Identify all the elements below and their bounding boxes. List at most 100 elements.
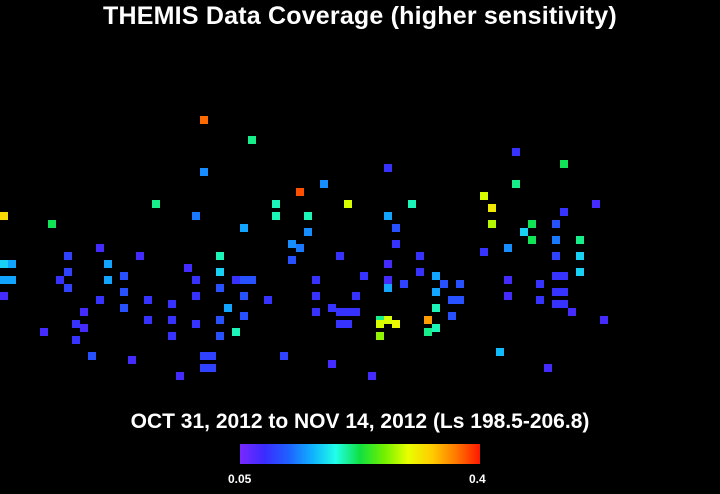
coverage-cell: [208, 364, 216, 372]
coverage-cell: [264, 296, 272, 304]
coverage-cell: [336, 320, 344, 328]
coverage-cell: [400, 280, 408, 288]
coverage-cell: [552, 252, 560, 260]
coverage-cell: [80, 308, 88, 316]
coverage-cell: [216, 332, 224, 340]
coverage-cell: [376, 320, 384, 328]
coverage-cell: [504, 276, 512, 284]
coverage-cell: [392, 224, 400, 232]
coverage-cell: [432, 272, 440, 280]
coverage-cell: [176, 372, 184, 380]
coverage-cell: [0, 212, 8, 220]
coverage-cell: [344, 320, 352, 328]
coverage-cell: [200, 116, 208, 124]
coverage-cell: [360, 272, 368, 280]
coverage-cell: [272, 212, 280, 220]
coverage-cell: [432, 288, 440, 296]
coverage-cell: [240, 276, 248, 284]
coverage-cell: [312, 276, 320, 284]
coverage-cell: [424, 328, 432, 336]
coverage-cell: [456, 296, 464, 304]
coverage-cell: [544, 364, 552, 372]
coverage-cell: [480, 248, 488, 256]
coverage-cell: [488, 220, 496, 228]
coverage-cell: [240, 312, 248, 320]
coverage-cell: [200, 352, 208, 360]
coverage-cell: [72, 320, 80, 328]
coverage-cell: [328, 360, 336, 368]
coverage-cell: [344, 308, 352, 316]
coverage-cell: [168, 316, 176, 324]
coverage-cell: [96, 296, 104, 304]
coverage-cell: [272, 200, 280, 208]
coverage-cell: [560, 272, 568, 280]
coverage-cell: [552, 220, 560, 228]
coverage-cell: [144, 296, 152, 304]
coverage-cell: [0, 260, 8, 268]
coverage-cell: [104, 276, 112, 284]
coverage-cell: [136, 252, 144, 260]
coverage-cell: [168, 300, 176, 308]
coverage-cell: [448, 296, 456, 304]
coverage-cell: [312, 308, 320, 316]
coverage-cell: [504, 244, 512, 252]
coverage-cell: [64, 252, 72, 260]
chart-title: THEMIS Data Coverage (higher sensitivity…: [103, 2, 617, 30]
coverage-cell: [288, 240, 296, 248]
coverage-cell: [312, 292, 320, 300]
coverage-cell: [504, 292, 512, 300]
coverage-cell: [512, 148, 520, 156]
coverage-cell: [280, 352, 288, 360]
coverage-cell: [528, 236, 536, 244]
coverage-cell: [328, 304, 336, 312]
coverage-cell: [392, 240, 400, 248]
coverage-cell: [56, 276, 64, 284]
coverage-cell: [0, 276, 8, 284]
coverage-cell: [336, 308, 344, 316]
coverage-cell: [200, 364, 208, 372]
coverage-cell: [536, 296, 544, 304]
coverage-cell: [144, 316, 152, 324]
coverage-cell: [560, 160, 568, 168]
coverage-cell: [216, 252, 224, 260]
coverage-cell: [536, 280, 544, 288]
coverage-cell: [480, 192, 488, 200]
coverage-cell: [440, 280, 448, 288]
coverage-cell: [560, 300, 568, 308]
coverage-cell: [296, 244, 304, 252]
coverage-cell: [152, 200, 160, 208]
coverage-cell: [128, 356, 136, 364]
coverage-cell: [592, 200, 600, 208]
coverage-cell: [576, 252, 584, 260]
coverage-cell: [120, 304, 128, 312]
coverage-cell: [88, 352, 96, 360]
colorbar-max-label: 0.4: [469, 472, 486, 486]
coverage-cell: [560, 208, 568, 216]
coverage-cell: [40, 328, 48, 336]
coverage-cell: [408, 200, 416, 208]
colorbar: [240, 444, 480, 464]
coverage-cell: [120, 288, 128, 296]
coverage-cell: [384, 284, 392, 292]
coverage-cell: [240, 224, 248, 232]
coverage-cell: [104, 260, 112, 268]
coverage-cell: [240, 292, 248, 300]
coverage-cell: [432, 324, 440, 332]
coverage-cell: [296, 188, 304, 196]
coverage-cell: [416, 252, 424, 260]
coverage-cell: [352, 292, 360, 300]
coverage-cell: [232, 328, 240, 336]
coverage-cell: [384, 316, 392, 324]
coverage-cell: [456, 280, 464, 288]
coverage-cell: [184, 264, 192, 272]
coverage-cell: [392, 320, 400, 328]
coverage-cell: [488, 204, 496, 212]
coverage-cell: [352, 308, 360, 316]
coverage-cell: [384, 260, 392, 268]
date-range-subtitle: OCT 31, 2012 to NOV 14, 2012 (Ls 198.5-2…: [130, 410, 590, 433]
colorbar-gradient: [240, 444, 480, 464]
colorbar-min-label: 0.05: [228, 472, 252, 486]
coverage-cell: [192, 212, 200, 220]
coverage-cell: [72, 336, 80, 344]
